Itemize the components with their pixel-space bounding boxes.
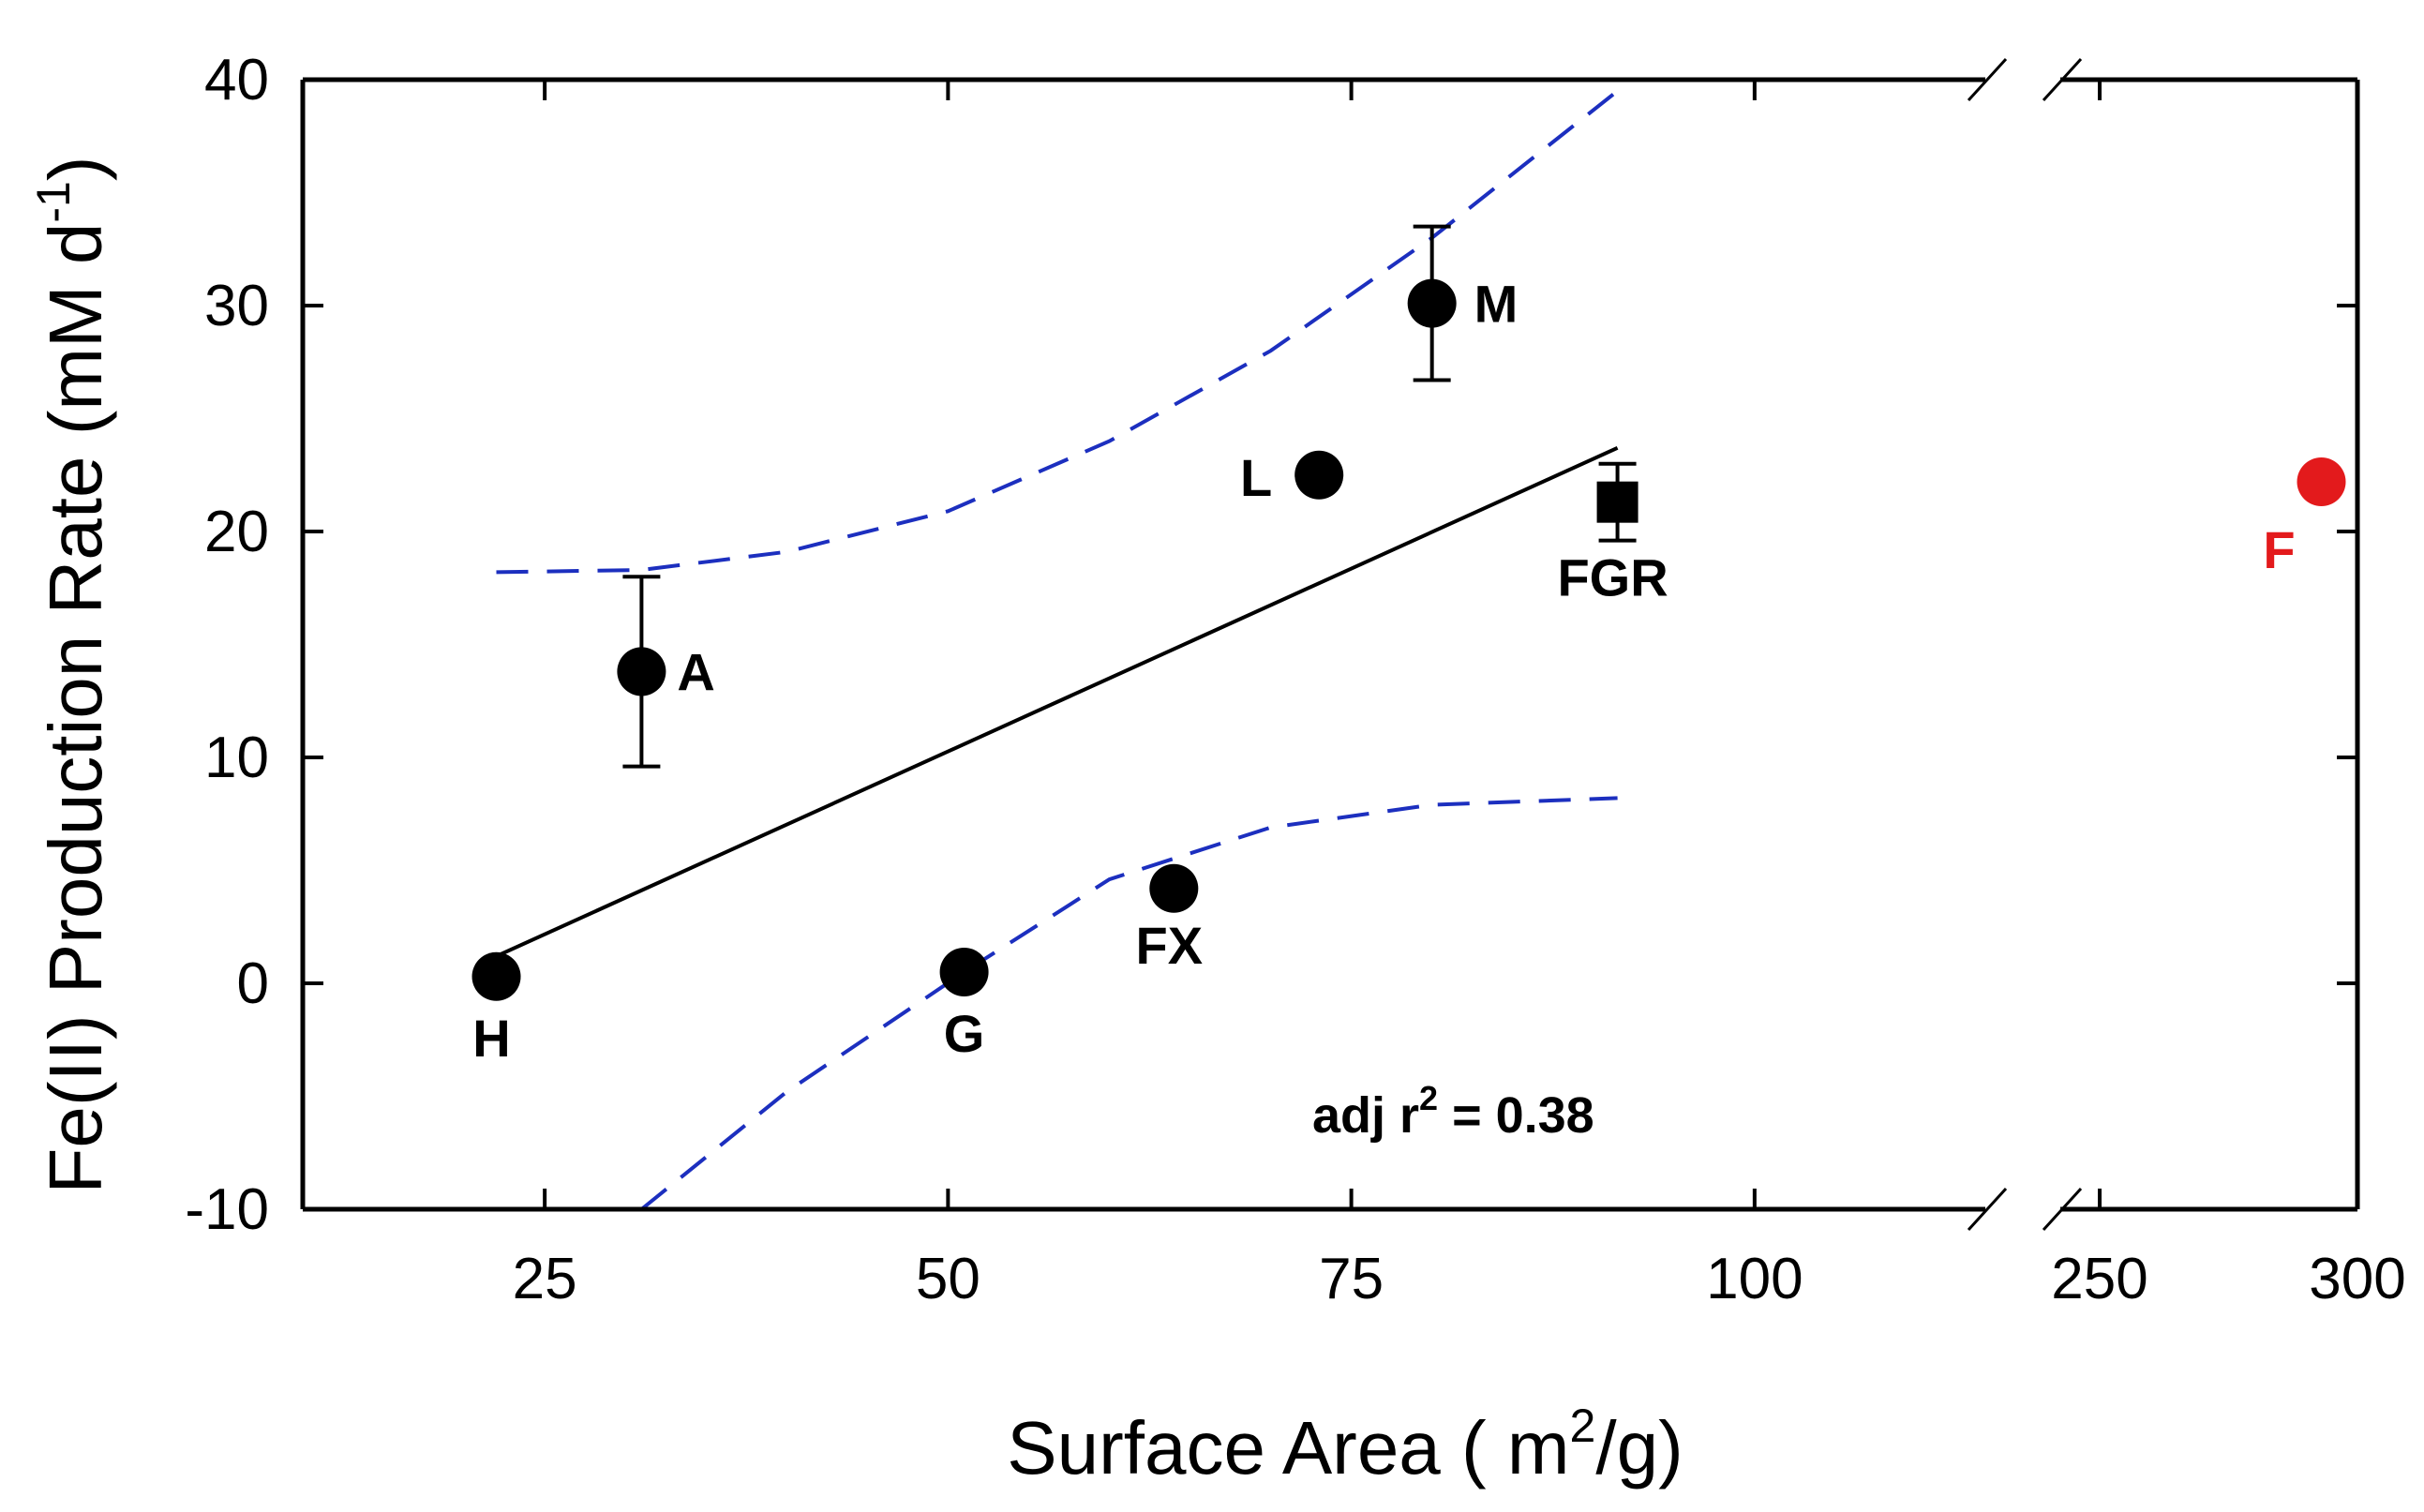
top-axis-break-mark-1 bbox=[1967, 57, 2008, 102]
regression-line-group bbox=[495, 446, 1619, 958]
y-axis-title-sup: -1 bbox=[27, 181, 80, 222]
x-axis-title-sup: 2 bbox=[1570, 1400, 1596, 1452]
y-axis-title-main: Fe(II) Production Rate (mM d bbox=[34, 223, 117, 1194]
y-tick-label: 10 bbox=[204, 726, 269, 790]
data-point-fgr bbox=[1596, 481, 1638, 523]
data-point-l bbox=[1294, 450, 1344, 500]
x-tick-label: 25 bbox=[513, 1247, 577, 1311]
data-point-a bbox=[617, 647, 666, 696]
y-tick-label: 30 bbox=[204, 274, 269, 338]
axes bbox=[300, 57, 2360, 1232]
top-axis-break-mark-2 bbox=[2042, 57, 2083, 102]
point-label-a: A bbox=[677, 642, 714, 701]
x-axis-title-end: /g) bbox=[1595, 1406, 1683, 1490]
x-tick-label: 50 bbox=[916, 1247, 980, 1311]
y-axis-title-end: ) bbox=[34, 157, 117, 182]
data-point-g bbox=[939, 947, 989, 996]
x-tick-label: 300 bbox=[2309, 1247, 2405, 1311]
adj-r2-sup: 2 bbox=[1419, 1079, 1438, 1117]
x-axis-title: Surface Area ( m2/g) bbox=[1007, 1400, 1683, 1490]
y-tick-label: 40 bbox=[204, 48, 269, 112]
upper-confidence-curve bbox=[496, 89, 1619, 575]
point-label-g: G bbox=[944, 1004, 985, 1063]
lower-confidence-curve bbox=[640, 796, 1618, 1211]
data-points bbox=[471, 278, 2346, 1001]
confidence-band bbox=[496, 89, 1619, 1211]
y-tick-label: 0 bbox=[237, 951, 269, 1016]
data-point-fx bbox=[1149, 863, 1199, 913]
y-tick-label: 20 bbox=[204, 500, 269, 564]
bottom-axis-break-mark-1 bbox=[1967, 1187, 2008, 1232]
x-axis-title-main: Surface Area ( m bbox=[1007, 1406, 1569, 1490]
data-point-m bbox=[1407, 278, 1457, 328]
regression-line bbox=[495, 446, 1619, 958]
x-tick-label: 250 bbox=[2051, 1247, 2147, 1311]
y-axis-title: Fe(II) Production Rate (mM d-1) bbox=[27, 157, 117, 1194]
x-tick-label: 100 bbox=[1706, 1247, 1803, 1311]
point-labels: H A G FX L M FGR F bbox=[472, 275, 2295, 1068]
point-label-fx: FX bbox=[1136, 916, 1204, 975]
adj-r2-annotation: adj r2 = 0.38 bbox=[1312, 1079, 1594, 1144]
adj-r2-text: adj r bbox=[1312, 1087, 1419, 1144]
data-point-f bbox=[2297, 457, 2346, 506]
point-label-m: M bbox=[1474, 275, 1519, 334]
ticks: -10 0 10 20 30 40 25 50 75 100 250 300 bbox=[185, 48, 2405, 1311]
point-label-fgr: FGR bbox=[1557, 548, 1668, 607]
point-label-f: F bbox=[2263, 520, 2295, 579]
point-label-h: H bbox=[472, 1009, 510, 1068]
point-label-l: L bbox=[1240, 448, 1272, 507]
y-tick-label: -10 bbox=[185, 1177, 269, 1242]
adj-r2-value: = 0.38 bbox=[1438, 1087, 1594, 1144]
bottom-axis-break-mark-2 bbox=[2042, 1187, 2083, 1232]
data-point-h bbox=[471, 951, 521, 1001]
x-tick-label: 75 bbox=[1319, 1247, 1384, 1311]
